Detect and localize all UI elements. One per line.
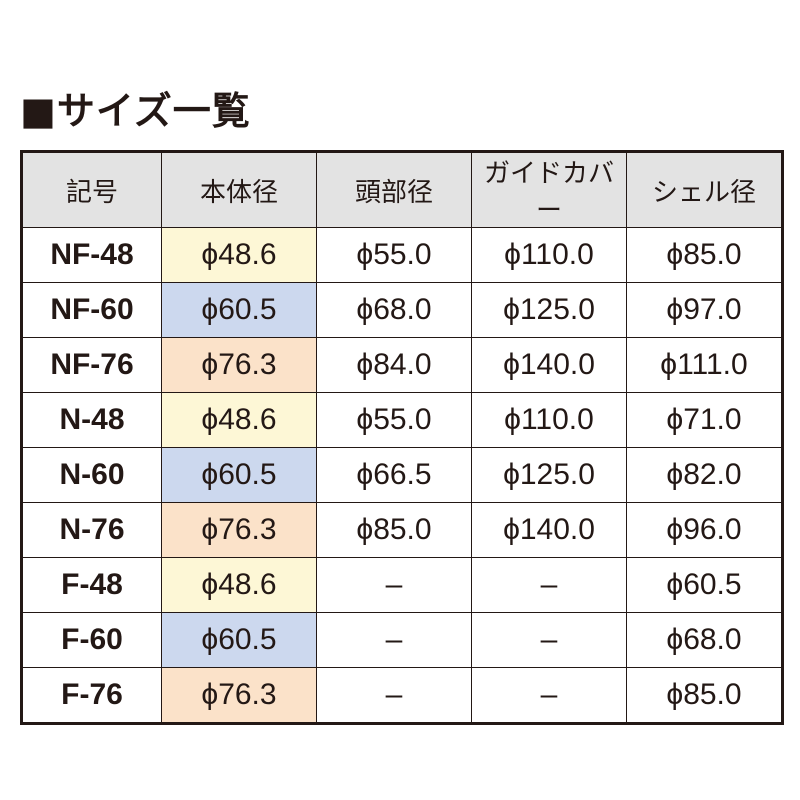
row-label: N-76: [21, 502, 162, 558]
table-row: NF-48 ϕ48.6 ϕ55.0 ϕ110.0 ϕ85.0: [21, 227, 783, 283]
table-cell: ϕ76.3: [161, 337, 317, 393]
title: ■サイズ一覧: [20, 89, 251, 133]
header-row: 記号 本体径 頭部径 ガイドカバー シェル径: [21, 151, 783, 228]
size-table: 記号 本体径 頭部径 ガイドカバー シェル径 NF-48 ϕ48.6 ϕ55.0 ϕ110.0…: [20, 150, 784, 725]
table-cell: ϕ48.6: [161, 557, 317, 613]
table-cell: ϕ66.5: [316, 447, 472, 503]
table-cell: ϕ125.0: [471, 282, 627, 338]
table-cell: ϕ111.0: [626, 337, 783, 393]
table-row: F-48 ϕ48.6– – ϕ60.5: [21, 557, 783, 613]
row-label: NF-60: [21, 282, 162, 338]
row-label: F-76: [21, 667, 162, 724]
table-cell: ϕ76.3: [161, 667, 317, 724]
table-cell: ϕ85.0: [626, 227, 783, 283]
table-cell: ϕ60.5: [161, 282, 317, 338]
table-cell: ϕ48.6: [161, 392, 317, 448]
table-row: NF-60 ϕ60.5 ϕ68.0 ϕ125.0 ϕ97.0: [21, 282, 783, 338]
table-cell: –: [471, 557, 627, 613]
row-label: F-60: [21, 612, 162, 668]
table-cell: –: [316, 557, 472, 613]
table-row: N-60 ϕ60.5 ϕ66.5 ϕ125.0 ϕ82.0: [21, 447, 783, 503]
table-cell: ϕ96.0: [626, 502, 783, 558]
table-cell: ϕ140.0: [471, 502, 627, 558]
row-label: N-60: [21, 447, 162, 503]
table-cell: –: [316, 667, 472, 724]
table-cell: ϕ85.0: [626, 667, 783, 724]
column-header: シェル径: [626, 151, 783, 228]
table-row: F-60 ϕ60.5– – ϕ68.0: [21, 612, 783, 668]
table-row: N-48 ϕ48.6 ϕ55.0 ϕ110.0 ϕ71.0: [21, 392, 783, 448]
table-cell: ϕ68.0: [626, 612, 783, 668]
table-cell: ϕ68.0: [316, 282, 472, 338]
table-cell: ϕ55.0: [316, 392, 472, 448]
table-cell: ϕ110.0: [471, 227, 627, 283]
row-label: NF-76: [21, 337, 162, 393]
table-row: F-76 ϕ76.3– – ϕ85.0: [21, 667, 783, 724]
table-cell: ϕ82.0: [626, 447, 783, 503]
table-cell: ϕ48.6: [161, 227, 317, 283]
table-cell: ϕ85.0: [316, 502, 472, 558]
table-cell: ϕ60.5: [161, 447, 317, 503]
table-cell: ϕ71.0: [626, 392, 783, 448]
table-cell: ϕ55.0: [316, 227, 472, 283]
table-row: NF-76 ϕ76.3 ϕ84.0 ϕ140.0 ϕ111.0: [21, 337, 783, 393]
column-header: 本体径: [161, 151, 317, 228]
table-row: N-76 ϕ76.3 ϕ85.0 ϕ140.0 ϕ96.0: [21, 502, 783, 558]
table-cell: –: [316, 612, 472, 668]
row-label: F-48: [21, 557, 162, 613]
column-header: ガイドカバー: [471, 151, 627, 228]
table-cell: ϕ60.5: [161, 612, 317, 668]
table-cell: ϕ60.5: [626, 557, 783, 613]
table-cell: ϕ97.0: [626, 282, 783, 338]
table-cell: –: [471, 667, 627, 724]
table-cell: ϕ110.0: [471, 392, 627, 448]
column-header: 記号: [21, 151, 162, 228]
table-cell: ϕ76.3: [161, 502, 317, 558]
table-header: 記号 本体径 頭部径 ガイドカバー シェル径: [21, 151, 783, 228]
table-cell: ϕ125.0: [471, 447, 627, 503]
table-cell: –: [471, 612, 627, 668]
table-cell: ϕ84.0: [316, 337, 472, 393]
row-label: N-48: [21, 392, 162, 448]
row-label: NF-48: [21, 227, 162, 283]
table-cell: ϕ140.0: [471, 337, 627, 393]
table-body: NF-48 ϕ48.6 ϕ55.0 ϕ110.0 ϕ85.0 NF-60 ϕ60.5 ϕ68.…: [21, 227, 783, 724]
column-header: 頭部径: [316, 151, 472, 228]
